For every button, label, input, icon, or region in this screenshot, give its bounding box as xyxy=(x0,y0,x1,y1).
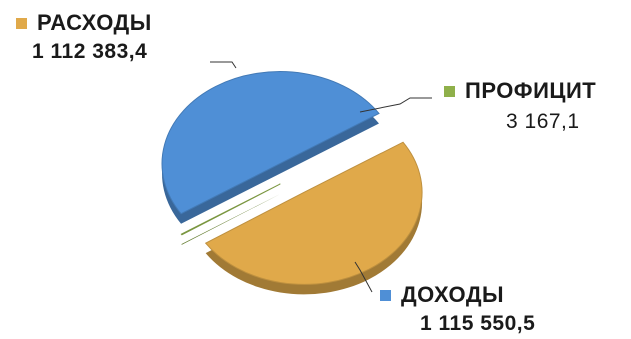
legend-item-revenue: ДОХОДЫ 1 115 550,5 xyxy=(380,282,535,336)
legend-label-expenses: РАСХОДЫ xyxy=(37,10,152,35)
pie-slice-surplus-side xyxy=(181,193,281,245)
pie-slice-expenses xyxy=(204,141,423,285)
data-label-expenses: 1 112 383,4 xyxy=(32,40,148,63)
data-label-revenue: 1 115 550,5 xyxy=(420,312,536,335)
pie-slice-revenue xyxy=(161,71,380,215)
data-label-surplus: 3 167,1 xyxy=(506,110,580,133)
leader-line-revenue xyxy=(354,261,373,293)
legend-item-surplus: ПРОФИЦИТ 3 167,1 xyxy=(444,78,596,134)
legend-swatch-surplus xyxy=(444,85,455,97)
pie-slices xyxy=(161,71,423,295)
legend-label-revenue: ДОХОДЫ xyxy=(401,282,505,307)
legend-swatch-expenses xyxy=(16,17,27,29)
leader-line-expenses xyxy=(210,61,237,69)
legend-label-surplus: ПРОФИЦИТ xyxy=(465,78,597,103)
pie-slice-surplus xyxy=(180,183,281,236)
legend-swatch-revenue xyxy=(380,289,391,301)
leader-lines xyxy=(210,61,432,293)
leader-line-surplus xyxy=(359,97,432,113)
legend-item-expenses: РАСХОДЫ 1 112 383,4 xyxy=(16,10,152,64)
